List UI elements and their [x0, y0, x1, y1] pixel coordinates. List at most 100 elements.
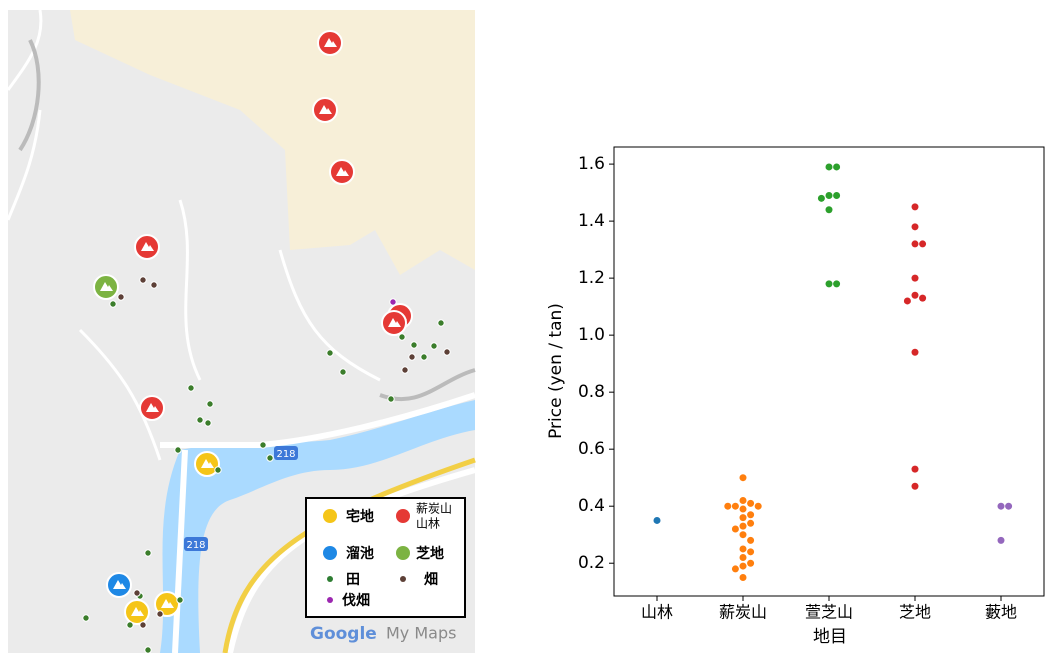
data-point: [747, 560, 754, 567]
map-dot: [267, 455, 273, 461]
data-point: [747, 500, 754, 507]
y-tick-label: 0.4: [578, 496, 605, 516]
data-point: [912, 483, 919, 490]
data-point: [826, 206, 833, 213]
data-point: [998, 537, 1005, 544]
x-axis-label: 地目: [813, 627, 847, 647]
y-tick-label: 1.6: [578, 154, 605, 174]
data-point: [912, 275, 919, 282]
map-dot: [409, 354, 415, 360]
map-dot: [205, 420, 211, 426]
data-point: [740, 497, 747, 504]
data-point: [740, 574, 747, 581]
x-tick-label: 山林: [641, 603, 673, 622]
data-point: [826, 192, 833, 199]
map-dot: [118, 294, 124, 300]
road-label: 218: [186, 540, 205, 551]
map-dot: [431, 343, 437, 349]
data-point: [740, 554, 747, 561]
y-tick-label: 0.6: [578, 439, 605, 459]
data-point: [833, 192, 840, 199]
data-point: [912, 349, 919, 356]
data-point: [747, 511, 754, 518]
map-dot: [197, 417, 203, 423]
x-tick-label: 藪地: [985, 603, 1017, 622]
data-point: [919, 295, 926, 302]
data-point: [747, 537, 754, 544]
map-dot: [390, 299, 396, 305]
y-tick-label: 1.4: [578, 211, 605, 231]
data-point: [912, 223, 919, 230]
data-point: [740, 531, 747, 538]
map-dot: [140, 622, 146, 628]
data-point: [912, 203, 919, 210]
data-point: [919, 240, 926, 247]
swarm-plot: 地目 Price (yen / tan) 0.20.40.60.81.01.21…: [546, 147, 1044, 647]
data-point: [912, 466, 919, 473]
data-point: [826, 163, 833, 170]
y-tick-label: 0.8: [578, 382, 605, 402]
legend-icon: [327, 576, 333, 582]
map-dot: [388, 396, 394, 402]
data-point: [732, 503, 739, 510]
data-point: [826, 280, 833, 287]
data-point: [724, 503, 731, 510]
legend-label: 山林: [416, 517, 440, 531]
y-axis-label: Price (yen / tan): [546, 303, 566, 439]
map-dot: [188, 385, 194, 391]
y-tick-label: 0.2: [578, 553, 605, 573]
road-label: 218: [276, 449, 295, 460]
map-dot: [134, 590, 140, 596]
data-point: [740, 506, 747, 513]
legend-icon: [396, 546, 410, 560]
map-dot: [260, 442, 266, 448]
map-brand: Google: [310, 624, 377, 644]
map-dot: [151, 282, 157, 288]
data-point: [912, 292, 919, 299]
map-dot: [177, 597, 183, 603]
map-dot: [207, 401, 213, 407]
x-tick-label: 薪炭山: [719, 603, 767, 622]
data-point: [740, 514, 747, 521]
map-dot: [215, 467, 221, 473]
data-point: [654, 517, 661, 524]
data-point: [747, 548, 754, 555]
map: 218 218 宅地 薪炭山 山林 溜池 芝地 田 畑 伐畑 Google My…: [8, 10, 475, 653]
map-dot: [140, 277, 146, 283]
legend-label: 田: [346, 572, 360, 588]
data-point: [833, 280, 840, 287]
legend-icon: [396, 509, 410, 523]
map-dot: [444, 349, 450, 355]
figure: 218 218 宅地 薪炭山 山林 溜池 芝地 田 畑 伐畑 Google My…: [0, 0, 1054, 653]
map-dot: [402, 367, 408, 373]
map-dot: [127, 622, 133, 628]
map-dot: [411, 342, 417, 348]
map-dot: [157, 611, 163, 617]
x-tick-label: 芝地: [899, 603, 931, 622]
map-dot: [340, 369, 346, 375]
data-point: [740, 563, 747, 570]
legend-icon: [327, 597, 333, 603]
map-dot: [421, 354, 427, 360]
map-product: My Maps: [386, 624, 456, 643]
data-point: [732, 526, 739, 533]
legend-icon: [323, 546, 337, 560]
map-dot: [175, 447, 181, 453]
map-dot: [110, 301, 116, 307]
data-point: [740, 474, 747, 481]
x-tick-label: 萱芝山: [805, 603, 853, 622]
legend-icon: [323, 509, 337, 523]
y-tick-label: 1.2: [578, 268, 605, 288]
data-point: [740, 523, 747, 530]
data-point: [740, 545, 747, 552]
map-dot: [327, 350, 333, 356]
legend-icon: [400, 576, 406, 582]
legend-label: 宅地: [346, 508, 374, 525]
legend-label: 薪炭山: [416, 502, 452, 516]
plot-frame: [614, 147, 1044, 596]
map-dot: [145, 550, 151, 556]
legend-label: 芝地: [416, 545, 444, 562]
data-point: [1005, 503, 1012, 510]
map-dot: [83, 615, 89, 621]
data-point: [732, 565, 739, 572]
